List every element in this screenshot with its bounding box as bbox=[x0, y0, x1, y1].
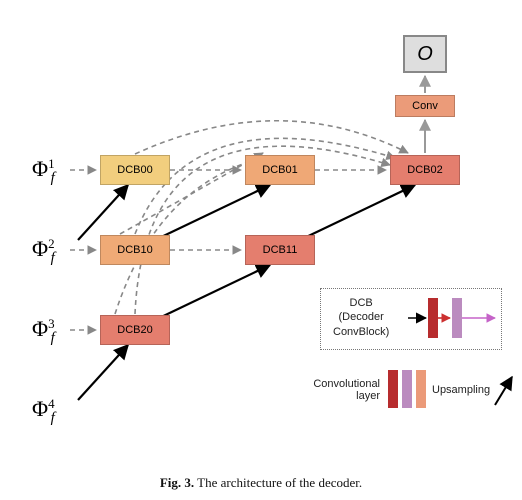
node-dcb02: DCB02 bbox=[390, 155, 460, 185]
caption-bold: Fig. 3. bbox=[160, 475, 194, 490]
diagram-canvas: Fig. 3. The architecture of the decoder.… bbox=[0, 0, 522, 500]
phi1: Φ1f bbox=[32, 156, 59, 182]
node-dcb10: DCB10 bbox=[100, 235, 170, 265]
legend-upsampling-label: Upsampling bbox=[432, 384, 490, 396]
legend-conv-bar-0 bbox=[388, 370, 398, 408]
legend-conv-label: Convolutional layer bbox=[290, 378, 380, 402]
node-o: O bbox=[403, 35, 447, 73]
legend-dcb-title: DCB(DecoderConvBlock) bbox=[333, 296, 389, 339]
legend-dcb-bar-1 bbox=[452, 298, 462, 338]
phi2: Φ2f bbox=[32, 236, 59, 262]
node-dcb11: DCB11 bbox=[245, 235, 315, 265]
caption-rest: The architecture of the decoder. bbox=[194, 475, 362, 490]
node-dcb00: DCB00 bbox=[100, 155, 170, 185]
legend-conv-bar-1 bbox=[402, 370, 412, 408]
phi4: Φ4f bbox=[32, 396, 59, 422]
node-conv: Conv bbox=[395, 95, 455, 117]
legend-dcb-bar-0 bbox=[428, 298, 438, 338]
figure-caption: Fig. 3. The architecture of the decoder. bbox=[0, 475, 522, 491]
legend-conv-bar-2 bbox=[416, 370, 426, 408]
node-dcb20: DCB20 bbox=[100, 315, 170, 345]
node-dcb01: DCB01 bbox=[245, 155, 315, 185]
phi3: Φ3f bbox=[32, 316, 59, 342]
